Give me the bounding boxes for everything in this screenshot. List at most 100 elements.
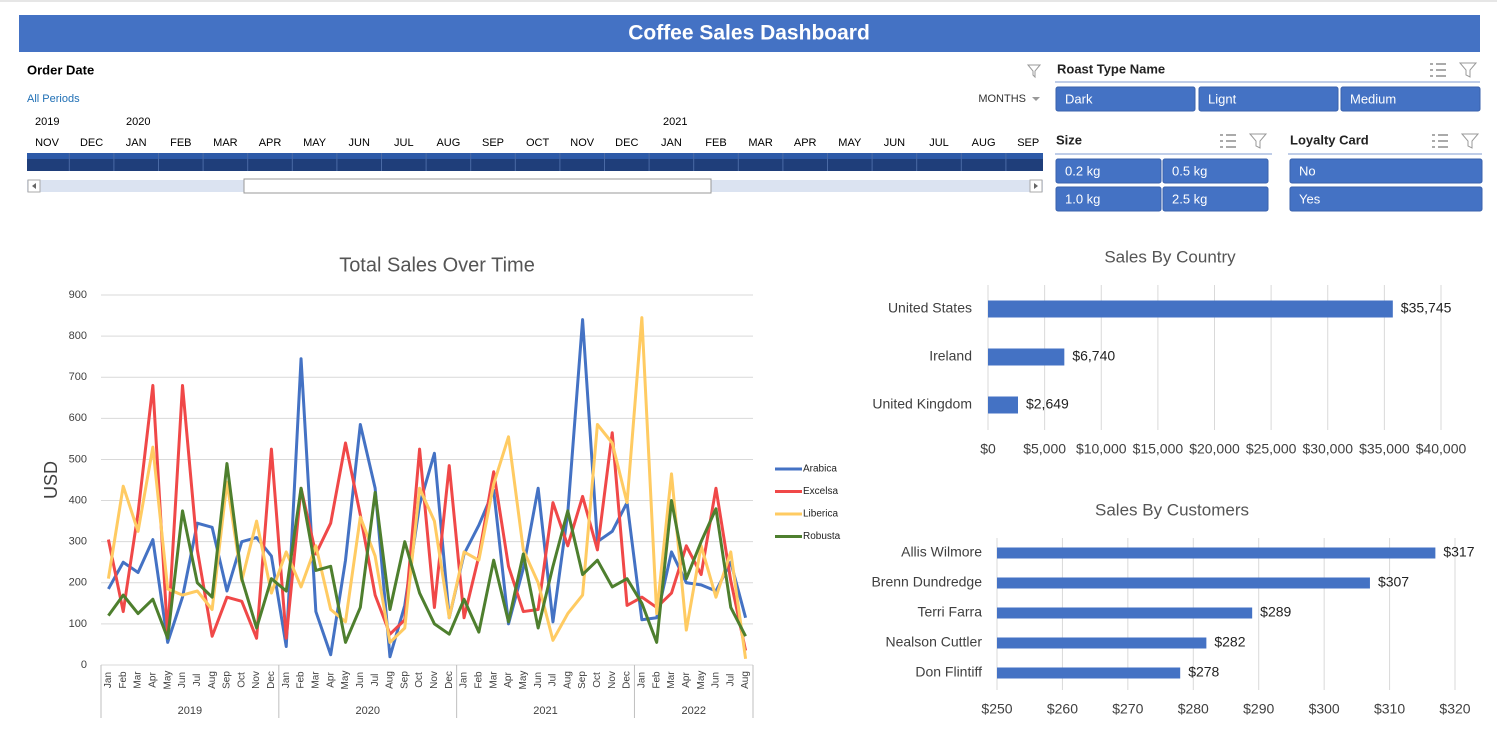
clear-filter-icon[interactable]	[1458, 62, 1478, 78]
slicer-item[interactable]: 0.2 kg	[1065, 163, 1100, 178]
timeline-month: MAY	[303, 137, 327, 149]
slicer-item[interactable]: Yes	[1299, 191, 1321, 206]
x-tick-label: $35,000	[1359, 441, 1410, 457]
dashboard-title: Coffee Sales Dashboard	[628, 22, 870, 45]
x-tick-label: $25,000	[1246, 441, 1297, 457]
timeline-month: SEP	[1017, 137, 1039, 149]
x-tick-label: $320	[1439, 701, 1470, 717]
slicer-item[interactable]: 0.5 kg	[1172, 163, 1207, 178]
x-tick-label: Jul	[548, 674, 559, 687]
clear-filter-icon[interactable]	[1248, 133, 1268, 149]
value-label: $307	[1378, 574, 1409, 590]
multi-select-icon[interactable]	[1220, 134, 1236, 148]
scroll-left-arrow	[32, 183, 36, 189]
x-tick-label: Aug	[740, 671, 751, 689]
x-tick-label: Sep	[222, 671, 233, 689]
y-tick-label: 900	[69, 289, 87, 301]
slicer-button[interactable]	[1289, 186, 1483, 212]
timeline-month: NOV	[570, 137, 595, 149]
timeline-period[interactable]: All Periods	[27, 93, 80, 105]
top-edge	[0, 0, 1497, 2]
slicer-button[interactable]	[1289, 158, 1483, 184]
bar	[997, 637, 1207, 649]
x-tick-label: Jun	[177, 672, 188, 688]
y-tick-label: 700	[69, 371, 87, 383]
x-tick-label: Jan	[637, 672, 648, 688]
clear-filter-icon[interactable]	[1026, 64, 1042, 79]
x-tick-label: Jul	[370, 674, 381, 687]
value-label: $282	[1214, 634, 1245, 650]
x-tick-label: Jan	[459, 672, 470, 688]
slicer-button[interactable]	[1162, 158, 1269, 184]
x-tick-label: Dec	[444, 671, 455, 689]
slicer-button[interactable]	[1198, 86, 1339, 112]
slicer-item[interactable]: 2.5 kg	[1172, 191, 1207, 206]
slicer-item[interactable]: 1.0 kg	[1065, 191, 1100, 206]
x-tick-label: Nov	[607, 671, 618, 689]
clear-filter-icon[interactable]	[1460, 133, 1480, 149]
x-tick-label: Mar	[666, 671, 677, 689]
chart-title: Total Sales Over Time	[339, 254, 535, 276]
timeline-month: MAR	[213, 137, 238, 149]
x-tick-label: Jul	[725, 674, 736, 687]
slicer-title: Size	[1056, 132, 1082, 147]
value-label: $2,649	[1026, 396, 1069, 412]
x-tick-label: Apr	[148, 672, 159, 688]
slicer-item[interactable]: Medium	[1350, 91, 1396, 106]
slicer-button[interactable]	[1055, 186, 1162, 212]
slicer-button[interactable]	[1055, 86, 1196, 112]
x-tick-label: Mar	[311, 671, 322, 689]
header-bar	[19, 15, 1480, 52]
x-tick-label: Jan	[103, 672, 114, 688]
x-tick-label: $260	[1047, 701, 1078, 717]
slicer-item[interactable]: Lignt	[1208, 91, 1237, 106]
multi-select-icon[interactable]	[1430, 63, 1446, 77]
timeline: Order Date All Periods MONTHS 2019 2020 …	[27, 62, 1043, 194]
slicer-title: Loyalty Card	[1290, 132, 1369, 147]
y-tick-label: 500	[69, 453, 87, 465]
x-tick-label: Oct	[236, 672, 247, 688]
y-axis-label: USD	[41, 461, 61, 499]
slicer-button[interactable]	[1055, 158, 1162, 184]
category-label: Brenn Dundredge	[871, 574, 982, 590]
timeline-label: Order Date	[27, 62, 94, 77]
x-tick-label: Oct	[414, 672, 425, 688]
slicer-item[interactable]: Dark	[1065, 91, 1093, 106]
x-tick-label: Jan	[281, 672, 292, 688]
dropdown-arrow[interactable]	[1032, 97, 1040, 101]
x-group-label: 2021	[533, 705, 557, 717]
x-group-label: 2019	[178, 705, 202, 717]
timeline-level[interactable]: MONTHS	[978, 93, 1026, 105]
timeline-band-highlight	[27, 153, 1043, 159]
multi-select-icon[interactable]	[1432, 134, 1448, 148]
y-tick-label: 100	[69, 618, 87, 630]
timeline-month: JUN	[884, 137, 905, 149]
timeline-month: APR	[259, 137, 282, 149]
chart-title: Sales By Customers	[1095, 500, 1249, 519]
y-tick-label: 0	[81, 659, 87, 671]
timeline-year: 2020	[126, 116, 150, 128]
timeline-month: JUL	[394, 137, 414, 149]
timeline-month: JAN	[126, 137, 147, 149]
timeline-month: APR	[794, 137, 817, 149]
slicer-title: Roast Type Name	[1057, 61, 1165, 76]
y-tick-label: 600	[69, 412, 87, 424]
timeline-month: AUG	[436, 137, 460, 149]
bar	[997, 667, 1181, 679]
x-tick-label: $0	[980, 441, 996, 457]
category-label: Allis Wilmore	[901, 544, 982, 560]
scroll-thumb[interactable]	[243, 178, 712, 194]
x-tick-label: $30,000	[1302, 441, 1353, 457]
slicer-item[interactable]: No	[1299, 163, 1316, 178]
value-label: $278	[1188, 664, 1219, 680]
slicers: Roast Type Name Dark Lignt Medium Size 0.2 kg…	[1055, 61, 1483, 212]
x-tick-label: $280	[1178, 701, 1209, 717]
value-label: $6,740	[1072, 348, 1115, 364]
timeline-month: AUG	[972, 137, 996, 149]
x-tick-label: Aug	[562, 671, 573, 689]
x-tick-label: Apr	[325, 672, 336, 688]
slicer-button[interactable]	[1340, 86, 1481, 112]
slicer-button[interactable]	[1162, 186, 1269, 212]
